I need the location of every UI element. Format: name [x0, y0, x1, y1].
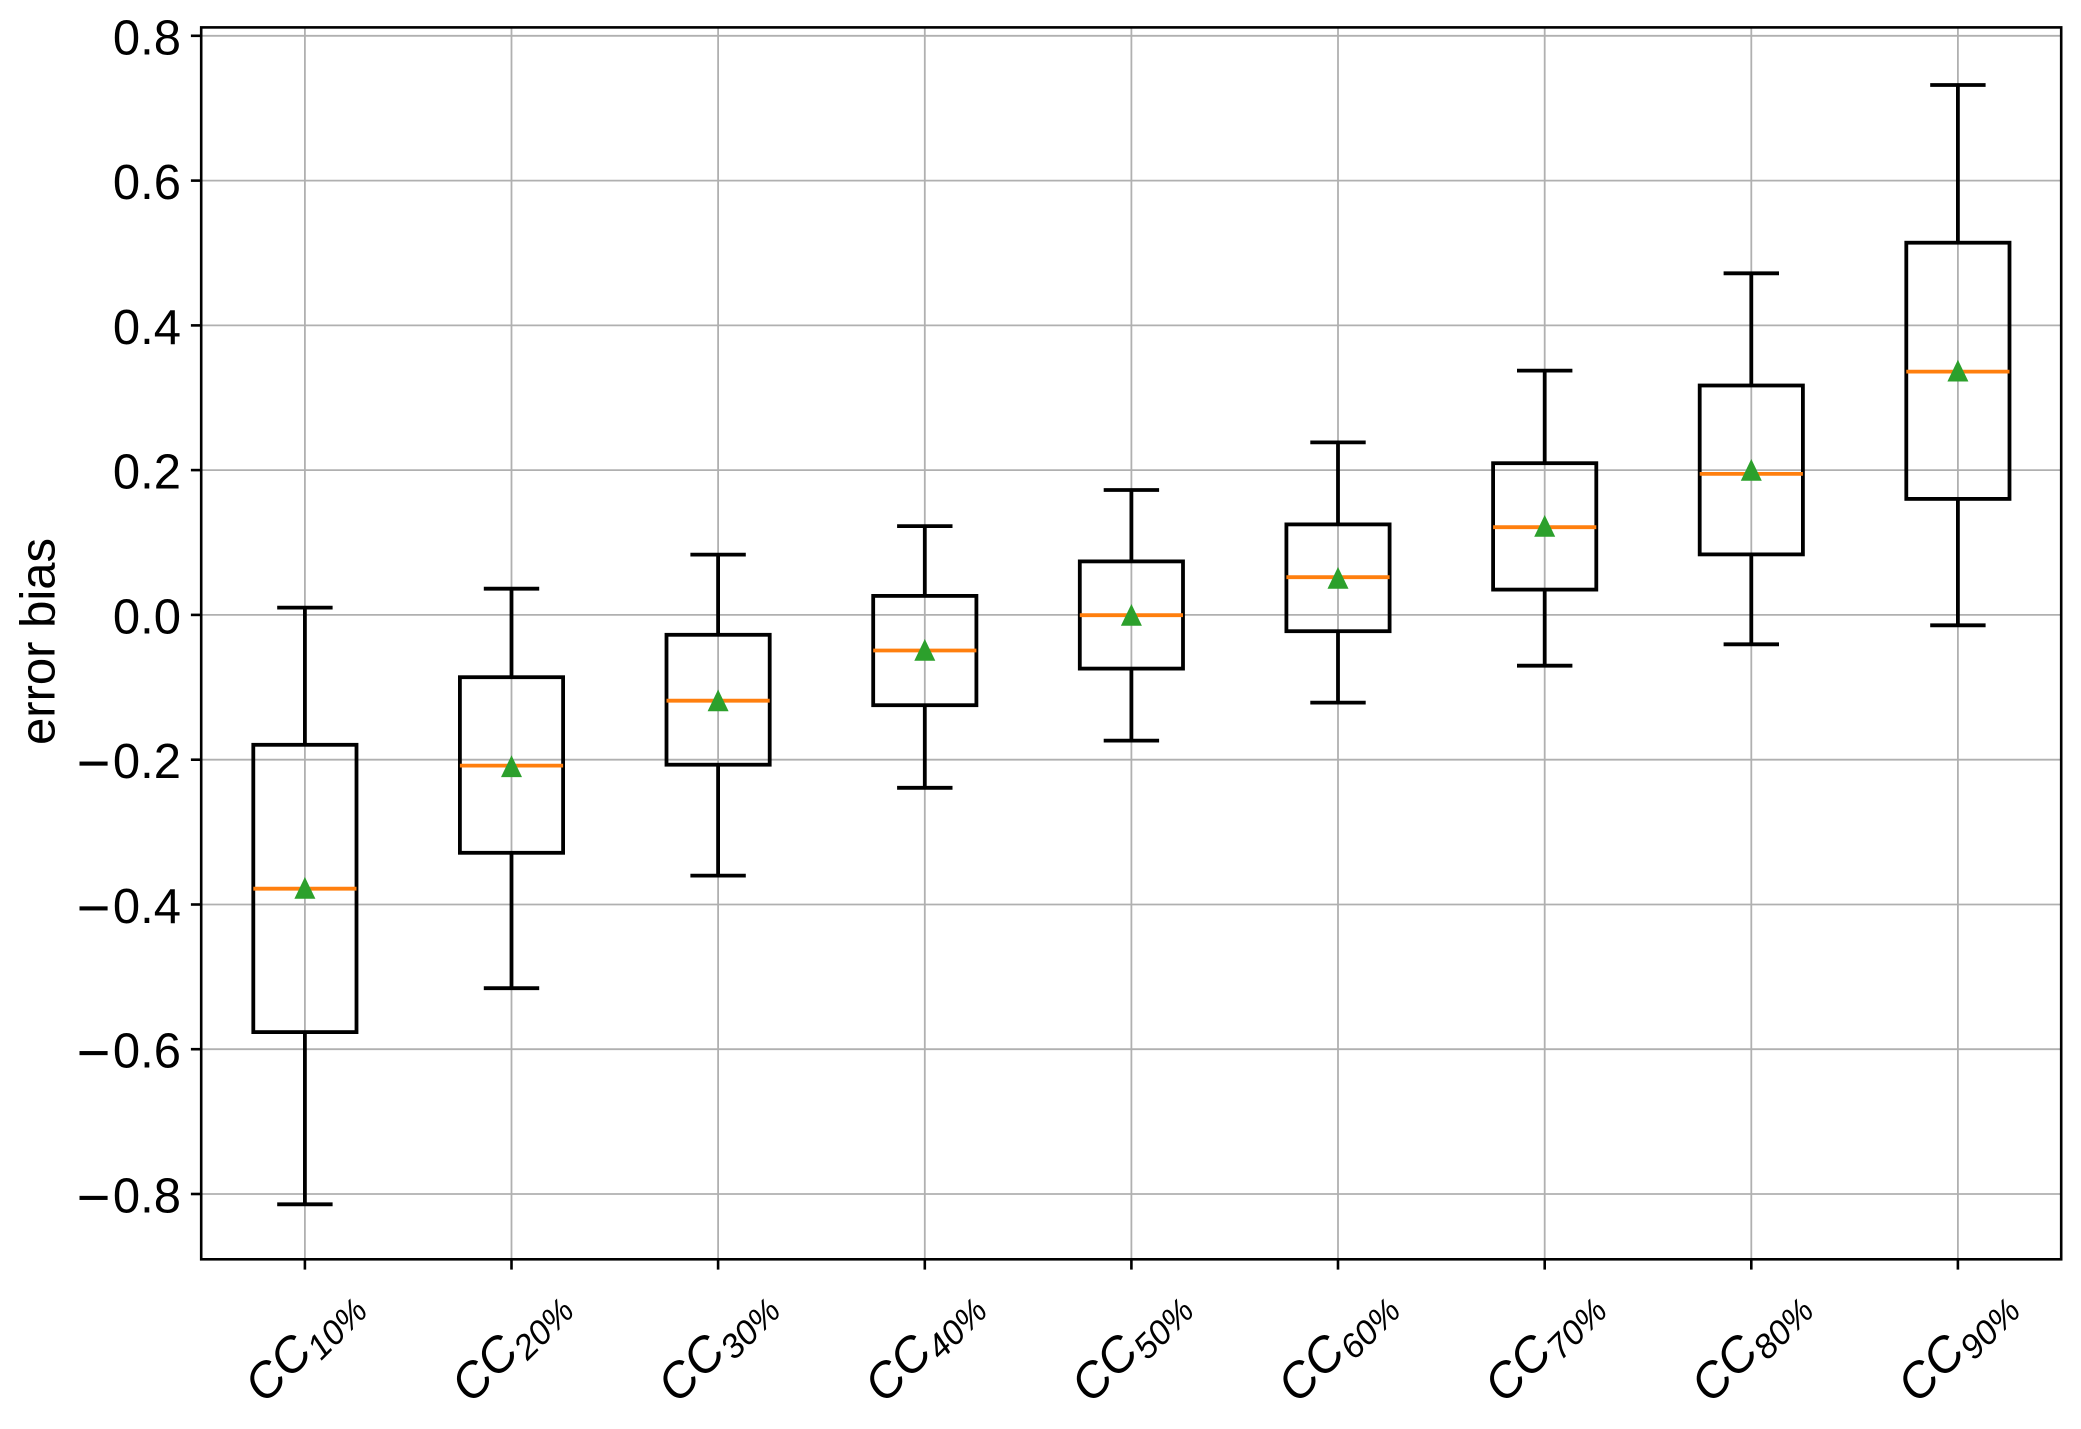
svg-text:0.2: 0.2 — [113, 446, 181, 500]
svg-text:0.8: 0.8 — [113, 11, 181, 65]
svg-text:0.4: 0.4 — [113, 880, 181, 934]
svg-text:0.2: 0.2 — [113, 735, 181, 789]
svg-text:0.0: 0.0 — [113, 590, 181, 644]
svg-text:0.6: 0.6 — [113, 156, 181, 210]
svg-text:0.6: 0.6 — [113, 1025, 181, 1079]
svg-text:0.4: 0.4 — [113, 301, 181, 355]
svg-text:0.8: 0.8 — [113, 1170, 181, 1224]
svg-text:error bias: error bias — [12, 538, 66, 745]
